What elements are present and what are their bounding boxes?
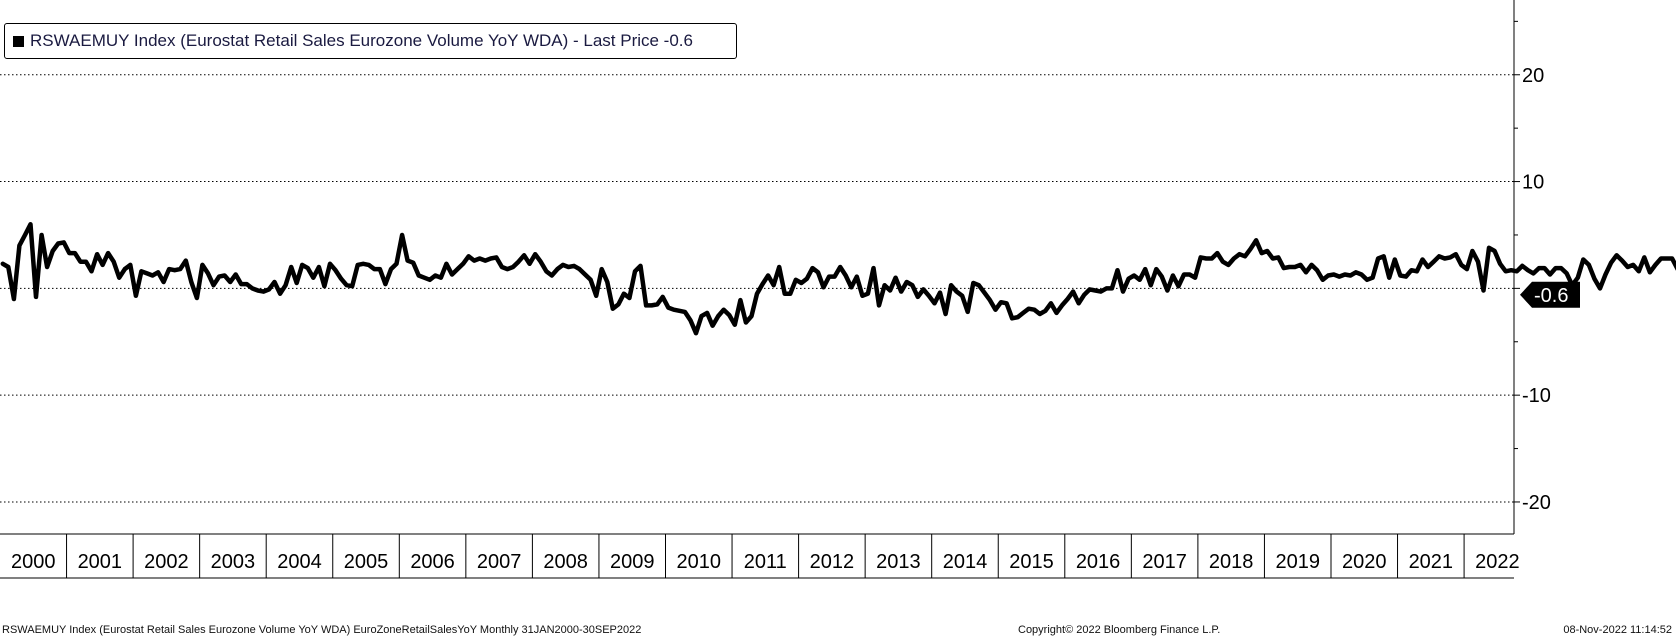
y-tick-label-10: 10: [1522, 172, 1544, 194]
x-tick-label-2001: 2001: [78, 551, 123, 573]
x-tick-label-2010: 2010: [677, 551, 722, 573]
x-tick-label-2006: 2006: [410, 551, 455, 573]
x-tick-label-2004: 2004: [277, 551, 322, 573]
grid-lines: [0, 74, 1514, 503]
x-tick-label-2020: 2020: [1342, 551, 1387, 573]
x-tick-label-2017: 2017: [1142, 551, 1187, 573]
x-tick-label-2011: 2011: [744, 551, 787, 573]
y-axis-ticks: 20 10 -10 -20: [1514, 20, 1551, 514]
legend-box: RSWAEMUY Index (Eurostat Retail Sales Eu…: [4, 23, 737, 59]
series-group: [0, 222, 1676, 336]
axes: [0, 0, 1515, 579]
x-tick-label-2016: 2016: [1076, 551, 1121, 573]
x-tick-label-2005: 2005: [344, 551, 389, 573]
legend-text: RSWAEMUY Index (Eurostat Retail Sales Eu…: [30, 31, 693, 50]
footer-source: RSWAEMUY Index (Eurostat Retail Sales Eu…: [2, 624, 642, 636]
x-tick-label-2019: 2019: [1275, 551, 1320, 573]
y-tick-label--10: -10: [1522, 385, 1551, 407]
last-price-label: -0.6: [1534, 285, 1568, 307]
x-tick-label-2015: 2015: [1009, 551, 1054, 573]
last-price-tag: [1520, 281, 1580, 308]
last-price-marker: -0.6: [1520, 281, 1580, 308]
x-tick-label-2002: 2002: [144, 551, 189, 573]
x-tick-label-2021: 2021: [1409, 551, 1454, 573]
legend-swatch-icon: [13, 35, 24, 47]
x-tick-label-2003: 2003: [211, 551, 256, 573]
x-tick-label-2013: 2013: [876, 551, 921, 573]
footer-copyright: Copyright© 2022 Bloomberg Finance L.P.: [1018, 624, 1221, 636]
x-tick-label-2007: 2007: [477, 551, 522, 573]
x-tick-label-2008: 2008: [543, 551, 588, 573]
series-line-0: [0, 222, 1676, 336]
x-tick-label-2009: 2009: [610, 551, 655, 573]
x-tick-label-2022: 2022: [1475, 551, 1520, 573]
x-tick-label-2012: 2012: [810, 551, 855, 573]
x-tick-label-2014: 2014: [943, 551, 988, 573]
x-tick-label-2000: 2000: [11, 551, 56, 573]
footer-timestamp: 08-Nov-2022 11:14:52: [1563, 624, 1672, 636]
y-tick-label-20: 20: [1522, 65, 1544, 87]
x-axis-ticks: 2000 2001 2002 2003 2004 2005 2006 2007 2008 2009…: [11, 534, 1520, 578]
x-tick-label-2018: 2018: [1209, 551, 1254, 573]
y-tick-label--20: -20: [1522, 492, 1551, 514]
